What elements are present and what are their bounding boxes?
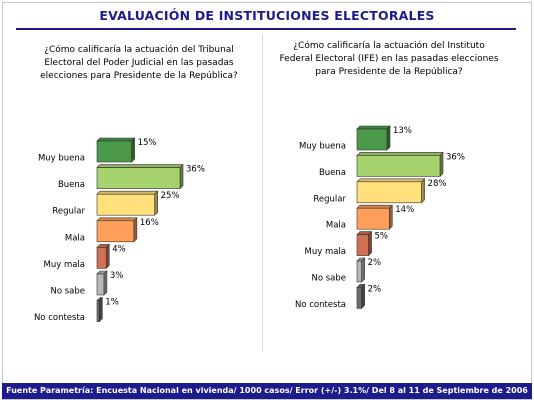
tribunal-bar-1	[96, 137, 136, 163]
tribunal-bar-6	[96, 270, 108, 296]
ife-category-label-5: Muy mala	[304, 247, 346, 257]
question-ife: ¿Cómo calificaría la actuación del Insti…	[279, 41, 499, 77]
title-underline	[16, 28, 516, 30]
tribunal-bar-5	[96, 243, 110, 270]
tribunal-category-label-3: Regular	[52, 207, 85, 217]
ife-bar-4	[356, 204, 394, 230]
ife-bar-3	[356, 178, 426, 204]
ife-value-label-6: 2%	[368, 258, 382, 268]
tribunal-value-label-1: 15%	[138, 138, 157, 148]
ife-value-label-7: 2%	[368, 284, 382, 294]
ife-bar-2	[356, 151, 444, 178]
tribunal-category-label-1: Muy buena	[38, 154, 85, 164]
source-footer: Fuente Parametría: Encuesta Nacional en …	[2, 383, 532, 399]
ife-value-label-5: 5%	[375, 232, 389, 242]
tribunal-value-label-6: 3%	[110, 271, 124, 281]
tribunal-bar-2	[96, 163, 184, 190]
ife-value-label-4: 14%	[395, 205, 414, 215]
tribunal-category-label-2: Buena	[58, 180, 85, 190]
tribunal-value-label-2: 36%	[186, 165, 205, 175]
ife-category-label-3: Regular	[313, 194, 346, 204]
question-tribunal: ¿Cómo calificaría la actuación del Tribu…	[40, 45, 238, 81]
tribunal-bar-7	[96, 296, 104, 323]
ife-value-label-2: 36%	[446, 152, 465, 162]
tribunal-value-label-4: 16%	[140, 218, 159, 228]
ife-bar-7	[356, 283, 366, 310]
tribunal-value-label-3: 25%	[161, 191, 180, 201]
panel-divider	[262, 34, 263, 352]
ife-category-label-1: Muy buena	[299, 142, 346, 152]
tribunal-bar-3	[96, 190, 159, 216]
ife-category-label-4: Mala	[326, 221, 346, 231]
ife-value-label-3: 28%	[428, 179, 447, 189]
tribunal-category-label-4: Mala	[65, 233, 85, 243]
ife-bar-1	[356, 125, 391, 151]
tribunal-value-label-5: 4%	[112, 244, 126, 254]
ife-bar-6	[356, 257, 366, 283]
ife-value-label-1: 13%	[393, 126, 412, 136]
tribunal-bar-4	[96, 217, 138, 243]
tribunal-value-label-7: 1%	[105, 298, 119, 308]
tribunal-category-label-6: No sabe	[50, 287, 85, 297]
ife-category-label-6: No sabe	[311, 274, 346, 284]
ife-category-label-7: No contesta	[295, 300, 346, 310]
page-title: EVALUACIÓN DE INSTITUCIONES ELECTORALES	[99, 8, 435, 23]
ife-bar-5	[356, 230, 373, 257]
tribunal-category-label-7: No contesta	[34, 313, 85, 323]
ife-category-label-2: Buena	[319, 168, 346, 178]
tribunal-category-label-5: Muy mala	[43, 260, 85, 270]
